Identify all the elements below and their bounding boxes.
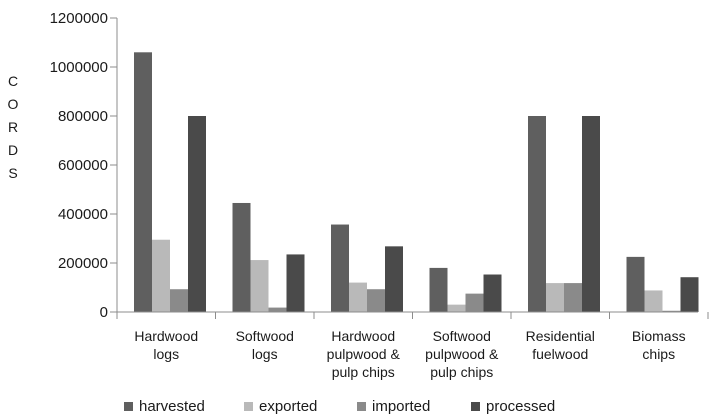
bar-imported [170, 289, 188, 312]
category-label: Biomass chips [632, 328, 686, 362]
y-tick-label: 1000000 [50, 59, 108, 76]
bar-processed [385, 246, 403, 312]
y-axis-ticks: 0 200000 400000 600000 800000 1000000 1200000 [50, 10, 117, 321]
y-tick-label: 0 [100, 304, 108, 321]
bar-exported [152, 239, 170, 312]
y-axis-title-letter: D [8, 142, 18, 158]
y-tick-label: 200000 [58, 255, 108, 272]
bar-exported [349, 282, 367, 312]
legend-swatch-processed [471, 402, 480, 411]
bar-imported [662, 310, 681, 312]
bar-harvested [528, 116, 546, 312]
bar-harvested [429, 267, 448, 312]
bars [134, 52, 699, 313]
bar-imported [564, 283, 582, 312]
y-tick-label: 800000 [58, 108, 108, 125]
bar-processed [188, 116, 206, 312]
bar-imported [367, 289, 385, 312]
bar-exported [644, 290, 663, 312]
legend-swatch-imported [357, 402, 366, 411]
category-label: Residential fuelwood [526, 328, 595, 362]
legend-label-processed: processed [486, 398, 555, 415]
legend-label-harvested: harvested [139, 398, 205, 415]
bar-imported [268, 307, 287, 312]
bar-processed [582, 116, 600, 312]
y-tick-label: 600000 [58, 157, 108, 174]
legend-swatch-harvested [124, 402, 133, 411]
bar-imported [465, 293, 484, 312]
bar-harvested [626, 256, 645, 312]
y-axis-title-letter: S [8, 165, 17, 181]
bar-processed [286, 254, 305, 312]
bar-exported [546, 283, 564, 312]
bar-exported [250, 260, 269, 312]
category-label: Hardwood logs [134, 328, 198, 362]
bar-harvested [134, 52, 152, 313]
y-tick-label: 1200000 [50, 10, 108, 27]
category-label: Hardwood pulpwood & pulp chips [327, 328, 401, 380]
bar-harvested [232, 202, 251, 312]
category-label: Softwood pulpwood & pulp chips [425, 328, 499, 380]
y-axis-title-letter: O [8, 96, 19, 112]
y-axis-title-letter: R [8, 119, 18, 135]
bar-exported [447, 304, 466, 312]
bar-processed [483, 274, 502, 312]
bar-harvested [331, 224, 349, 312]
legend-label-exported: exported [259, 398, 317, 415]
legend-label-imported: imported [372, 398, 430, 415]
category-label: Softwood logs [236, 328, 294, 362]
bar-processed [680, 277, 699, 312]
y-tick-label: 400000 [58, 206, 108, 223]
category-labels: Hardwood logs Softwood logs Hardwood pulpwood… [116, 18, 709, 380]
legend-swatch-exported [244, 402, 253, 411]
legend: harvested exported imported processed [124, 398, 555, 415]
y-axis-title-letter: C [8, 73, 18, 89]
